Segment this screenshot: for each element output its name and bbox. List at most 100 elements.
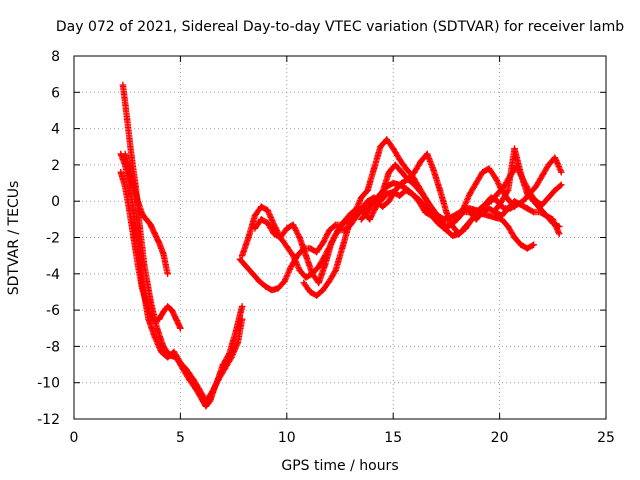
- data-point: [151, 334, 159, 341]
- data-point: [313, 292, 320, 299]
- data-point: [281, 277, 288, 285]
- x-tick-label: 25: [597, 430, 615, 446]
- data-point: [385, 198, 393, 205]
- data-point: [221, 364, 229, 372]
- data-point: [396, 156, 403, 163]
- data-point: [147, 221, 154, 228]
- data-point: [270, 230, 278, 238]
- data-point: [138, 285, 146, 292]
- data-point: [270, 221, 278, 228]
- data-point: [128, 152, 135, 160]
- data-point: [530, 241, 537, 248]
- y-axis-label: SDTVAR / TECUs: [6, 181, 22, 296]
- data-point: [160, 308, 167, 316]
- data-point: [258, 203, 265, 210]
- data-point: [455, 230, 463, 238]
- data-point: [424, 150, 431, 158]
- data-point: [360, 205, 367, 212]
- x-tick-label: 5: [176, 430, 185, 446]
- data-point: [126, 207, 133, 214]
- data-point: [519, 198, 527, 205]
- data-point: [551, 187, 559, 194]
- data-point: [453, 216, 461, 223]
- x-tick-label: 15: [384, 430, 402, 446]
- data-point: [155, 239, 163, 247]
- data-point: [332, 221, 339, 228]
- data-point: [121, 150, 129, 158]
- data-point: [441, 221, 448, 228]
- data-point: [402, 165, 410, 172]
- data-point: [170, 348, 178, 356]
- data-point: [358, 216, 365, 223]
- data-point: [436, 187, 444, 194]
- x-tick-label: 20: [491, 430, 509, 446]
- data-point: [189, 375, 197, 383]
- data-point: [258, 216, 265, 223]
- data-point: [196, 386, 203, 394]
- data-point: [262, 283, 269, 290]
- data-point: [287, 263, 295, 270]
- data-point: [449, 232, 456, 239]
- data-point: [202, 397, 210, 405]
- data-point: [485, 165, 493, 172]
- data-point: [402, 185, 410, 192]
- data-point: [158, 348, 165, 356]
- data-point: [130, 234, 137, 241]
- data-point: [409, 172, 416, 179]
- data-point: [409, 190, 416, 198]
- data-point: [366, 216, 373, 223]
- data-point: [155, 315, 163, 323]
- data-point: [543, 212, 550, 219]
- data-point: [283, 243, 290, 250]
- y-tick-label: 4: [51, 122, 60, 138]
- data-point: [421, 194, 429, 201]
- data-point: [215, 375, 222, 383]
- data-point: [151, 317, 159, 325]
- data-point: [238, 303, 246, 310]
- data-point: [289, 221, 297, 228]
- data-point: [492, 214, 499, 221]
- data-point: [315, 279, 322, 287]
- data-point: [479, 210, 486, 218]
- data-point: [277, 234, 284, 241]
- data-point: [249, 270, 256, 277]
- y-tick-label: 2: [51, 158, 60, 174]
- data-point: [460, 205, 467, 212]
- data-point: [492, 174, 499, 181]
- data-point: [268, 286, 276, 294]
- data-point: [511, 234, 518, 241]
- data-point: [296, 266, 303, 274]
- data-point: [238, 315, 246, 323]
- data-point: [117, 168, 125, 176]
- data-point: [430, 167, 437, 174]
- data-point: [549, 216, 556, 223]
- data-point: [466, 190, 474, 198]
- data-point: [383, 136, 391, 143]
- data-point: [153, 325, 161, 332]
- data-point: [251, 225, 259, 232]
- data-point: [124, 116, 131, 123]
- data-point: [487, 194, 495, 201]
- series-track-6: [238, 161, 565, 281]
- data-point: [370, 198, 378, 205]
- data-point: [551, 154, 559, 161]
- data-point: [275, 285, 282, 292]
- data-point: [307, 288, 314, 296]
- data-point: [236, 256, 244, 263]
- data-point: [555, 230, 563, 238]
- data-point: [417, 158, 425, 165]
- data-point: [530, 208, 537, 216]
- data-point: [504, 187, 512, 194]
- data-point: [168, 306, 176, 314]
- data-point: [136, 225, 144, 232]
- x-tick-label: 10: [278, 430, 296, 446]
- data-point: [245, 234, 252, 241]
- data-point: [289, 252, 297, 259]
- data-point: [536, 205, 544, 212]
- y-tick-label: -8: [46, 339, 60, 355]
- data-point: [177, 359, 184, 366]
- data-point: [396, 181, 403, 189]
- data-point: [385, 168, 393, 176]
- data-point: [447, 221, 454, 228]
